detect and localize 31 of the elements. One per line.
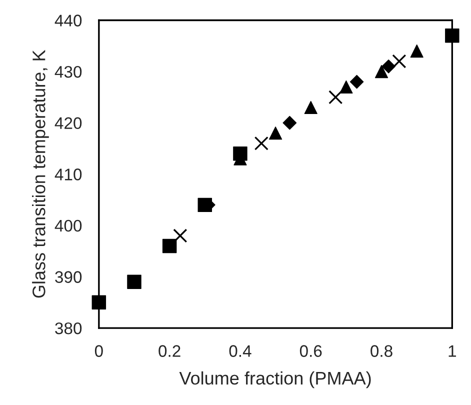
x-tick-label: 0.2 — [158, 345, 180, 357]
y-tick-label: 400 — [54, 220, 82, 232]
x-tick-label: 0 — [94, 345, 103, 357]
point — [374, 64, 388, 78]
y-tick-label: 410 — [54, 168, 82, 180]
y-tick-label: 440 — [54, 14, 82, 26]
y-tick-label: 430 — [54, 66, 82, 78]
point — [282, 116, 297, 130]
x-axis-title: Volume fraction (PMAA) — [179, 371, 371, 388]
point — [340, 80, 353, 94]
point — [328, 90, 343, 104]
point — [268, 126, 282, 140]
point — [382, 59, 396, 74]
point — [304, 100, 318, 114]
y-tick-label: 390 — [55, 271, 82, 283]
point — [173, 228, 188, 243]
point — [410, 44, 424, 58]
x-tick-label: 1 — [448, 345, 456, 357]
y-tick-label: 420 — [54, 117, 82, 130]
point — [392, 54, 406, 68]
x-tick-label: 0.4 — [229, 345, 252, 357]
point — [162, 238, 177, 254]
y-axis-title: Glass transition temperature, K — [32, 50, 49, 298]
point — [127, 274, 142, 289]
point — [254, 136, 268, 150]
point — [445, 28, 460, 43]
x-tick-label: 0.8 — [370, 345, 392, 357]
y-tick-label: 380 — [55, 322, 82, 334]
point — [350, 74, 364, 89]
point — [92, 295, 106, 310]
x-tick-label: 0.6 — [300, 345, 322, 357]
